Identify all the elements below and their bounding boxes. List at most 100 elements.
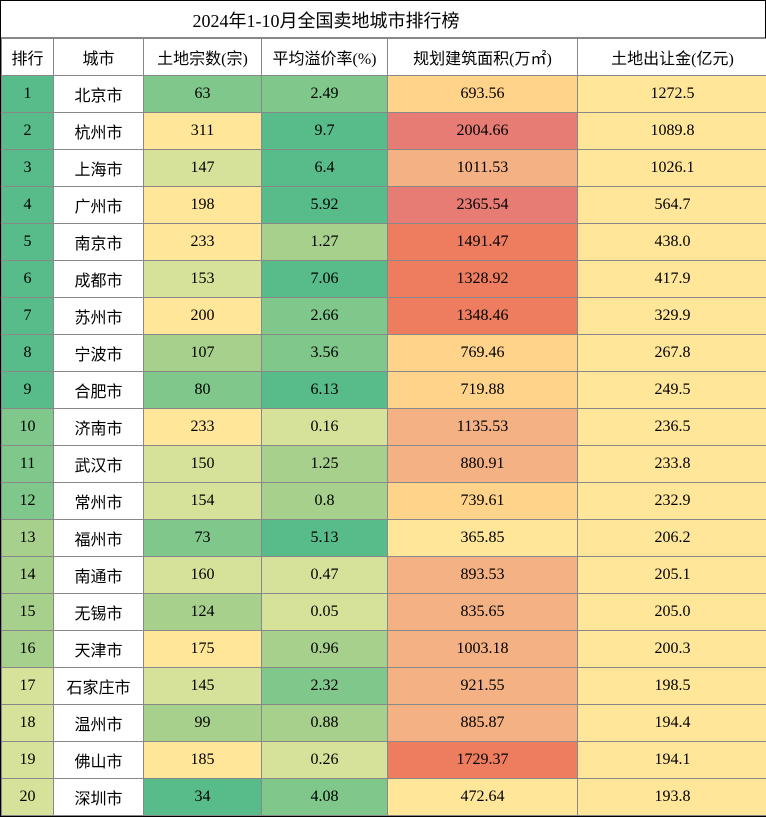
cell-city: 温州市 <box>54 705 144 742</box>
table-body: 1北京市632.49693.561272.52杭州市3119.72004.661… <box>2 76 766 816</box>
cell-rank: 11 <box>2 446 54 483</box>
cell-premium: 4.08 <box>262 779 388 816</box>
cell-premium: 2.66 <box>262 298 388 335</box>
cell-city: 福州市 <box>54 520 144 557</box>
col-header-area: 规划建筑面积(万㎡) <box>388 39 578 76</box>
title-blank <box>464 13 574 33</box>
cell-rank: 6 <box>2 261 54 298</box>
table-row: 16天津市1750.961003.18200.3 <box>2 631 766 668</box>
cell-premium: 0.8 <box>262 483 388 520</box>
col-header-city: 城市 <box>54 39 144 76</box>
table-row: 9合肥市806.13719.88249.5 <box>2 372 766 409</box>
table-row: 11武汉市1501.25880.91233.8 <box>2 446 766 483</box>
cell-city: 济南市 <box>54 409 144 446</box>
cell-revenue: 564.7 <box>578 187 766 224</box>
cell-city: 武汉市 <box>54 446 144 483</box>
cell-revenue: 1026.1 <box>578 150 766 187</box>
col-header-parcels: 土地宗数(宗) <box>144 39 262 76</box>
cell-city: 石家庄市 <box>54 668 144 705</box>
cell-premium: 3.56 <box>262 335 388 372</box>
cell-parcels: 147 <box>144 150 262 187</box>
cell-rank: 2 <box>2 113 54 150</box>
cell-parcels: 233 <box>144 224 262 261</box>
cell-parcels: 200 <box>144 298 262 335</box>
table-row: 20深圳市344.08472.64193.8 <box>2 779 766 816</box>
cell-rank: 10 <box>2 409 54 446</box>
cell-revenue: 232.9 <box>578 483 766 520</box>
cell-rank: 4 <box>2 187 54 224</box>
cell-parcels: 160 <box>144 557 262 594</box>
cell-area: 1011.53 <box>388 150 578 187</box>
cell-parcels: 311 <box>144 113 262 150</box>
table-row: 10济南市2330.161135.53236.5 <box>2 409 766 446</box>
cell-premium: 2.32 <box>262 668 388 705</box>
cell-area: 1135.53 <box>388 409 578 446</box>
table-row: 13福州市735.13365.85206.2 <box>2 520 766 557</box>
cell-city: 南京市 <box>54 224 144 261</box>
cell-area: 1729.37 <box>388 742 578 779</box>
cell-area: 885.87 <box>388 705 578 742</box>
cell-city: 宁波市 <box>54 335 144 372</box>
cell-area: 719.88 <box>388 372 578 409</box>
cell-revenue: 198.5 <box>578 668 766 705</box>
cell-rank: 9 <box>2 372 54 409</box>
header-row: 排行 城市 土地宗数(宗) 平均溢价率(%) 规划建筑面积(万㎡) 土地出让金(… <box>2 39 766 76</box>
cell-premium: 0.16 <box>262 409 388 446</box>
cell-premium: 0.96 <box>262 631 388 668</box>
table-row: 17石家庄市1452.32921.55198.5 <box>2 668 766 705</box>
table-row: 7苏州市2002.661348.46329.9 <box>2 298 766 335</box>
cell-area: 739.61 <box>388 483 578 520</box>
cell-premium: 0.88 <box>262 705 388 742</box>
table-row: 6成都市1537.061328.92417.9 <box>2 261 766 298</box>
data-table: 排行 城市 土地宗数(宗) 平均溢价率(%) 规划建筑面积(万㎡) 土地出让金(… <box>1 38 766 816</box>
cell-area: 835.65 <box>388 594 578 631</box>
cell-area: 769.46 <box>388 335 578 372</box>
cell-premium: 0.05 <box>262 594 388 631</box>
cell-area: 1328.92 <box>388 261 578 298</box>
cell-revenue: 1272.5 <box>578 76 766 113</box>
cell-premium: 1.27 <box>262 224 388 261</box>
cell-revenue: 1089.8 <box>578 113 766 150</box>
cell-city: 广州市 <box>54 187 144 224</box>
land-sales-table: 2024年1-10月全国卖地城市排行榜 排行 城市 土地宗数(宗) 平均溢价率(… <box>0 0 766 817</box>
cell-area: 2004.66 <box>388 113 578 150</box>
cell-rank: 7 <box>2 298 54 335</box>
title-text: 2024年1-10月全国卖地城市排行榜 <box>193 11 460 31</box>
cell-premium: 0.26 <box>262 742 388 779</box>
cell-parcels: 154 <box>144 483 262 520</box>
cell-parcels: 233 <box>144 409 262 446</box>
cell-city: 佛山市 <box>54 742 144 779</box>
col-header-premium: 平均溢价率(%) <box>262 39 388 76</box>
table-title: 2024年1-10月全国卖地城市排行榜 <box>1 1 765 38</box>
cell-parcels: 107 <box>144 335 262 372</box>
table-row: 14南通市1600.47893.53205.1 <box>2 557 766 594</box>
cell-city: 深圳市 <box>54 779 144 816</box>
cell-parcels: 198 <box>144 187 262 224</box>
table-row: 19佛山市1850.261729.37194.1 <box>2 742 766 779</box>
cell-rank: 18 <box>2 705 54 742</box>
table-row: 1北京市632.49693.561272.5 <box>2 76 766 113</box>
cell-rank: 17 <box>2 668 54 705</box>
cell-parcels: 145 <box>144 668 262 705</box>
cell-parcels: 34 <box>144 779 262 816</box>
cell-area: 365.85 <box>388 520 578 557</box>
cell-revenue: 206.2 <box>578 520 766 557</box>
cell-area: 880.91 <box>388 446 578 483</box>
cell-city: 常州市 <box>54 483 144 520</box>
cell-parcels: 99 <box>144 705 262 742</box>
col-header-revenue: 土地出让金(亿元) <box>578 39 766 76</box>
cell-parcels: 73 <box>144 520 262 557</box>
cell-city: 北京市 <box>54 76 144 113</box>
cell-revenue: 205.0 <box>578 594 766 631</box>
cell-premium: 6.4 <box>262 150 388 187</box>
cell-premium: 1.25 <box>262 446 388 483</box>
cell-parcels: 185 <box>144 742 262 779</box>
cell-revenue: 193.8 <box>578 779 766 816</box>
cell-rank: 5 <box>2 224 54 261</box>
cell-city: 杭州市 <box>54 113 144 150</box>
cell-rank: 8 <box>2 335 54 372</box>
cell-area: 921.55 <box>388 668 578 705</box>
cell-revenue: 417.9 <box>578 261 766 298</box>
cell-revenue: 329.9 <box>578 298 766 335</box>
cell-revenue: 438.0 <box>578 224 766 261</box>
